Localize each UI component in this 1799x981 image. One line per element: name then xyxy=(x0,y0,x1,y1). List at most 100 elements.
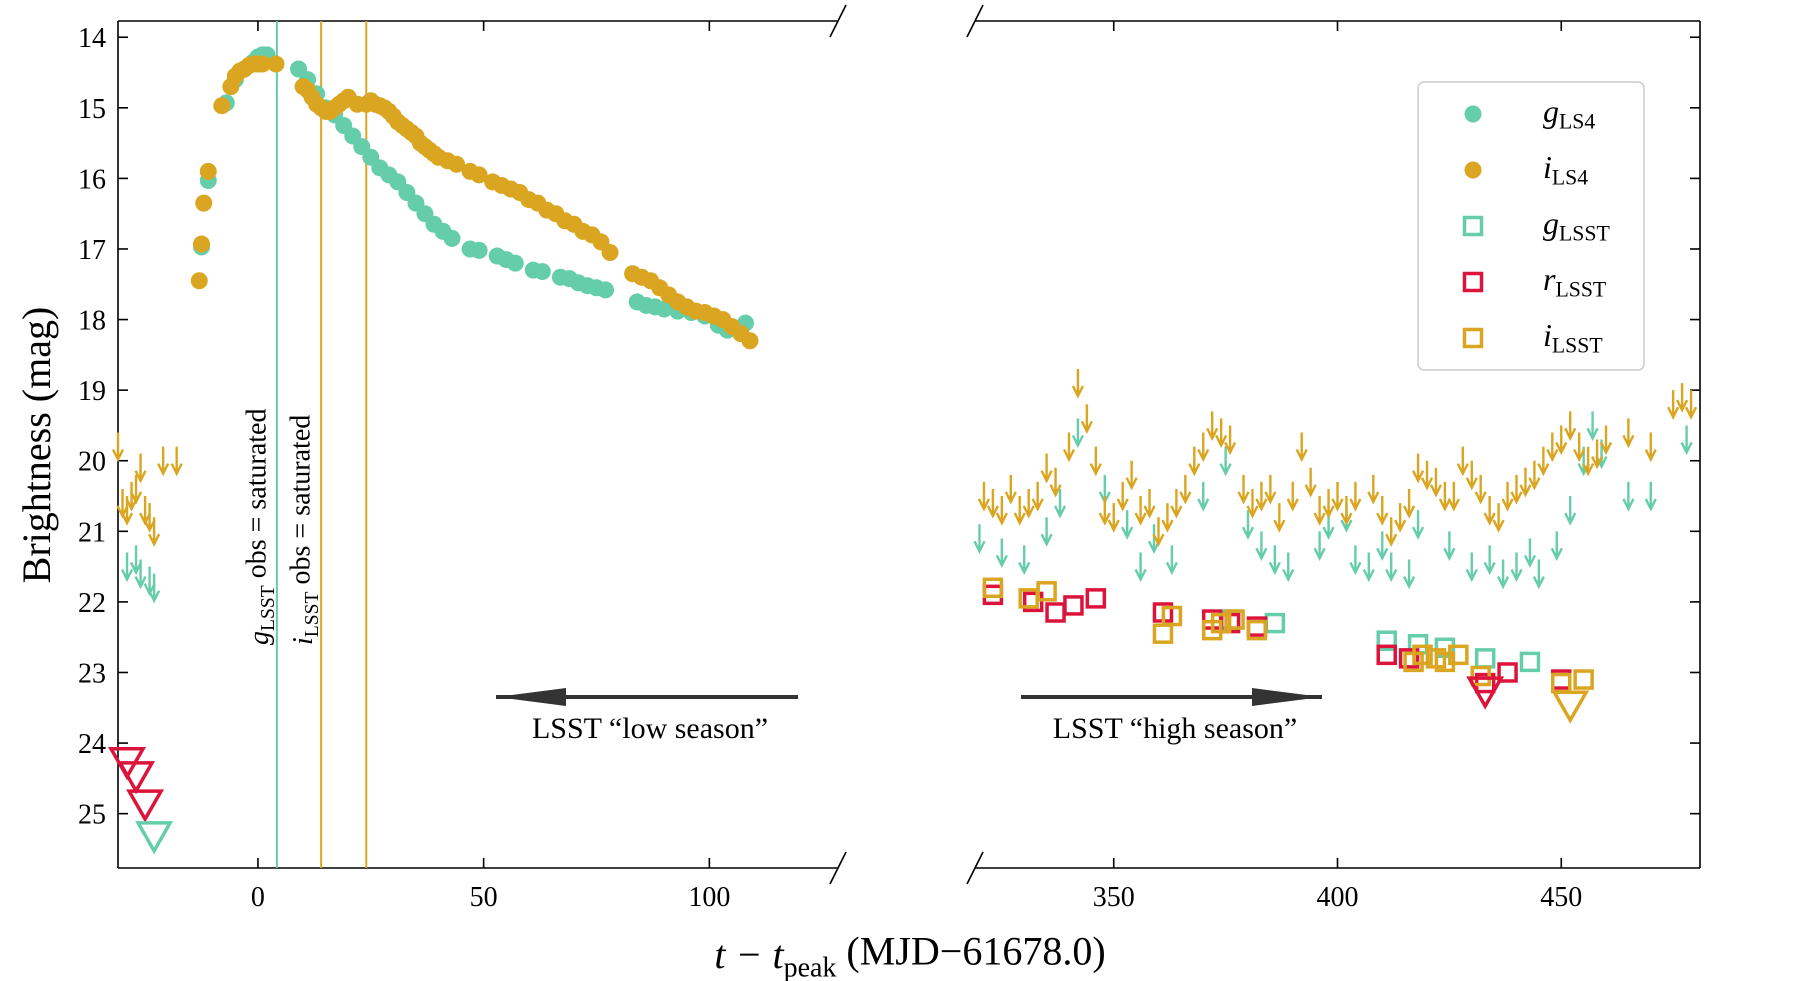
upper-limit-arrow xyxy=(1282,552,1295,583)
upper-limit-arrow xyxy=(134,453,147,484)
season-arrowhead xyxy=(496,688,566,706)
upper-limit-arrow xyxy=(1304,467,1317,498)
legend-label: rLSST xyxy=(1543,261,1606,302)
upper-limit-arrow xyxy=(1134,496,1147,526)
legend-label: gLS4 xyxy=(1543,93,1595,134)
upper-limit-arrow xyxy=(1264,474,1277,505)
upper-limit-arrow xyxy=(1049,467,1062,498)
lsst-detection xyxy=(1224,609,1245,630)
lsst-detection xyxy=(1036,581,1057,602)
axis-break xyxy=(829,851,847,885)
upper-limit-arrow xyxy=(1385,517,1398,547)
legend-label-main: i xyxy=(1543,149,1552,185)
upper-limit-arrow xyxy=(995,538,1008,569)
detection xyxy=(448,155,466,173)
upper-limit-arrow xyxy=(1197,432,1210,463)
upper-limit-arrow xyxy=(1367,474,1380,505)
legend-label-main: g xyxy=(1543,93,1559,129)
upper-limit-arrow xyxy=(1644,432,1657,463)
upper-limit-arrow xyxy=(1510,552,1523,583)
detection xyxy=(199,162,217,180)
upper-limit-arrow xyxy=(1206,411,1219,442)
upper-limit-arrow xyxy=(1429,467,1443,498)
lsst-upper-limit xyxy=(126,789,165,823)
upper-limit-arrow xyxy=(1465,460,1478,491)
upper-limit-arrow xyxy=(977,481,991,512)
upper-limit-arrow xyxy=(1071,418,1085,449)
lsst-upper-limit xyxy=(117,761,156,795)
upper-limit-arrow xyxy=(1255,481,1268,512)
upper-limit-arrow xyxy=(1013,496,1026,526)
upper-limit-arrow xyxy=(1438,481,1451,512)
upper-limit-arrow xyxy=(1031,481,1044,512)
upper-limit-arrow xyxy=(1519,467,1532,498)
upper-limit-arrow xyxy=(1062,432,1076,463)
upper-limit-arrow xyxy=(1501,481,1514,512)
saturation-label-main: i xyxy=(288,637,319,645)
upper-limit-arrow xyxy=(1684,390,1698,420)
legend-label-sub: LSST xyxy=(1559,222,1610,246)
legend-label: gLSST xyxy=(1543,205,1610,246)
upper-limit-arrow xyxy=(1376,531,1389,562)
upper-limit-arrow xyxy=(1667,390,1680,420)
upper-limit-arrow xyxy=(1676,383,1689,413)
upper-limit-arrow xyxy=(111,432,125,463)
x-tick-label: 0 xyxy=(251,882,265,913)
upper-limit-arrow xyxy=(1040,517,1053,547)
lsst-detection xyxy=(1398,648,1420,669)
legend-label: iLS4 xyxy=(1543,149,1588,190)
x-axis-label-rest: (MJD−61678.0) xyxy=(836,928,1105,973)
upper-limit-arrow xyxy=(1340,496,1353,526)
upper-limit-arrow xyxy=(1165,545,1178,576)
detection xyxy=(655,300,673,318)
upper-limit-arrow xyxy=(1313,496,1326,526)
saturation-label-main: g xyxy=(244,631,275,645)
lsst-upper-limit xyxy=(1551,690,1590,724)
upper-limit-arrow xyxy=(1573,432,1586,463)
upper-limit-arrow xyxy=(1179,474,1192,505)
upper-limit-arrow xyxy=(1349,545,1362,576)
upper-limit-arrow xyxy=(1411,510,1425,540)
legend-marker xyxy=(1462,215,1484,237)
axis-break xyxy=(966,4,984,38)
detection xyxy=(741,332,759,350)
upper-limit-arrow xyxy=(995,496,1008,526)
lsst-detection xyxy=(1448,644,1469,666)
upper-limit-arrow xyxy=(1273,503,1286,533)
upper-limit-arrow xyxy=(1295,432,1308,463)
upper-limit-arrow xyxy=(1474,474,1487,505)
upper-limit-arrow xyxy=(1134,552,1147,583)
upper-limit-arrow xyxy=(973,524,986,554)
x-axis-label-sub: peak xyxy=(784,952,837,981)
upper-limit-arrow xyxy=(1510,474,1523,505)
upper-limit-arrow xyxy=(1241,510,1255,540)
y-tick-label: 25 xyxy=(78,800,106,831)
saturation-label-rest: obs = saturated xyxy=(241,409,272,586)
upper-limit-arrow xyxy=(1224,425,1237,456)
upper-limit-arrow xyxy=(1546,432,1559,463)
y-tick-label: 20 xyxy=(78,447,106,478)
detection xyxy=(193,235,211,253)
upper-limit-arrow xyxy=(134,559,147,590)
upper-limit-arrow xyxy=(1394,503,1407,533)
y-tick-label: 19 xyxy=(78,376,106,407)
upper-limit-arrow xyxy=(1116,481,1129,512)
detection xyxy=(213,97,231,115)
y-tick-label: 18 xyxy=(78,306,106,337)
legend-label-sub: LS4 xyxy=(1559,110,1595,134)
detection xyxy=(190,272,208,290)
upper-limit-arrow xyxy=(1237,474,1250,505)
saturation-label-rest: obs = saturated xyxy=(286,415,317,592)
upper-limit-arrow xyxy=(1403,559,1416,590)
lsst-detection xyxy=(1376,630,1397,651)
x-tick-label: 50 xyxy=(470,882,498,913)
upper-limit-arrow xyxy=(148,517,161,547)
x-axis-label: t − tpeak (MJD−61678.0) xyxy=(714,928,1105,981)
upper-limit-arrow xyxy=(1125,460,1138,491)
upper-limit-arrow xyxy=(1161,503,1174,533)
lsst-detection xyxy=(1470,665,1491,687)
upper-limit-arrow xyxy=(1680,425,1693,456)
detection xyxy=(533,263,551,281)
upper-limit-arrow xyxy=(1215,418,1228,449)
